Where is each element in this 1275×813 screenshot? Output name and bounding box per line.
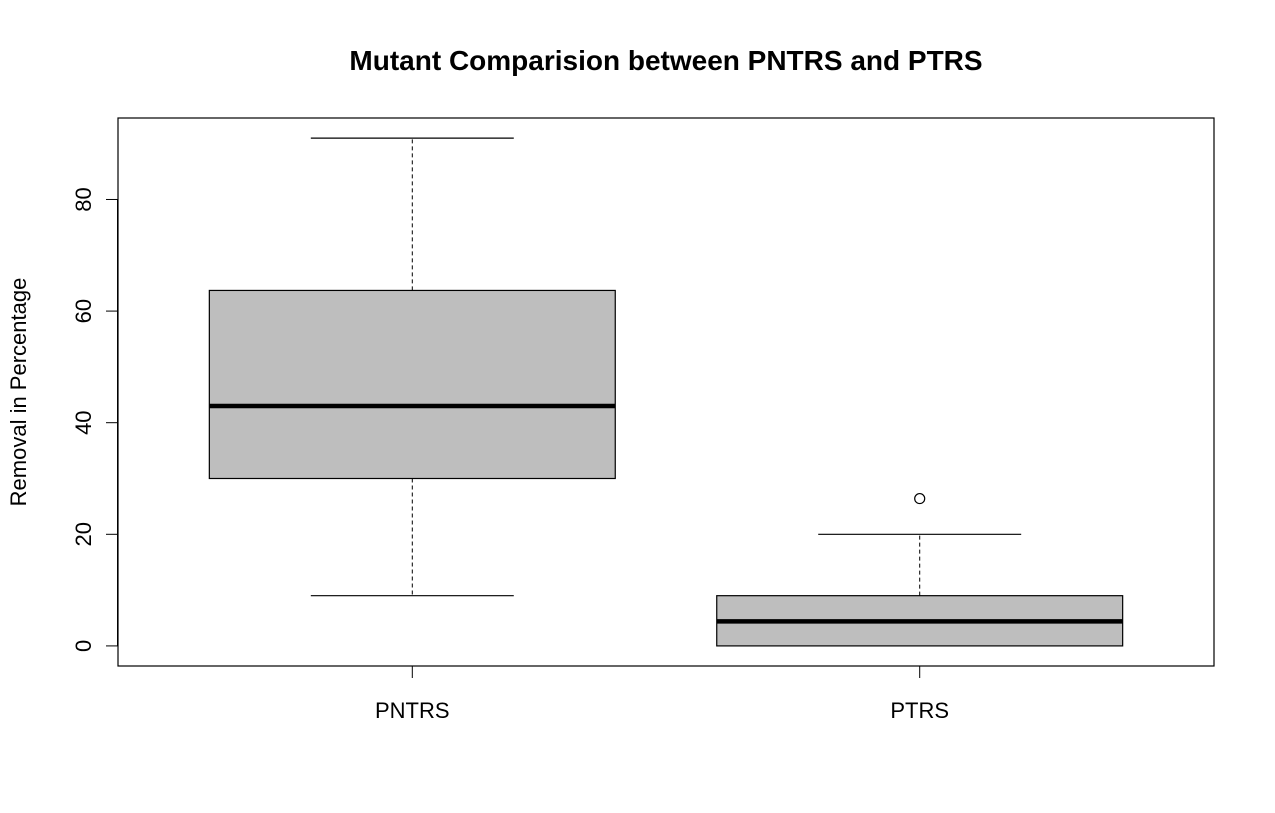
box-ptrs xyxy=(716,492,1124,647)
x-tick-label: PNTRS xyxy=(375,698,450,723)
chart-title: Mutant Comparision between PNTRS and PTR… xyxy=(349,45,982,76)
y-tick-label: 20 xyxy=(71,522,96,546)
y-axis: 0 20 40 60 80 xyxy=(71,187,118,652)
x-tick-label: PTRS xyxy=(890,698,949,723)
box-pntrs xyxy=(208,137,616,597)
iqr-box xyxy=(208,289,616,480)
y-tick-label: 80 xyxy=(71,187,96,211)
y-tick-label: 0 xyxy=(71,640,96,652)
outlier-point xyxy=(914,492,926,505)
x-axis: PNTRS PTRS xyxy=(375,666,949,723)
y-tick-label: 40 xyxy=(71,410,96,434)
boxes-group xyxy=(208,137,1124,647)
y-tick-label: 60 xyxy=(71,299,96,323)
y-axis-title: Removal in Percentage xyxy=(6,278,31,507)
